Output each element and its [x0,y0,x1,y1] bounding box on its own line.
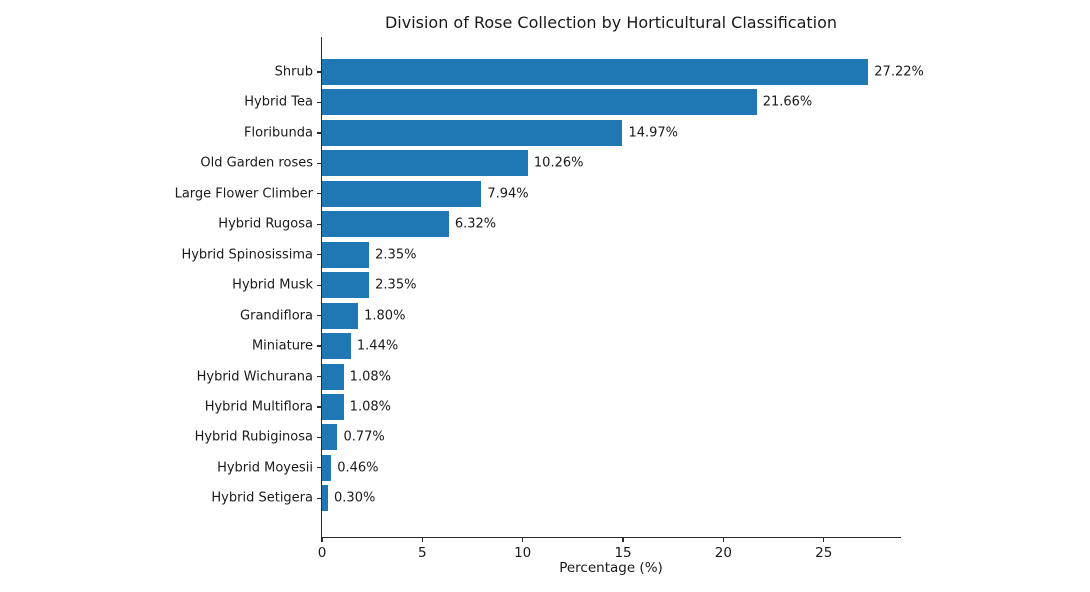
y-tick-label: Hybrid Tea [244,94,313,110]
y-tick-mark [317,406,321,408]
y-tick-mark [317,101,321,104]
x-tick-mark [421,538,423,542]
bar-value-label: 2.35% [375,247,417,263]
x-tick-label: 0 [317,545,327,561]
bar-value-label: 1.44% [356,338,399,354]
bar-value-label: 0.77% [343,429,385,445]
x-tick-label: 25 [815,545,833,561]
x-tick-label: 10 [514,545,532,561]
y-tick-label: Miniature [251,338,313,354]
y-tick-mark [317,467,321,469]
y-tick-label: Old Garden roses [200,155,313,171]
bar-old-garden-roses [322,150,528,177]
y-tick-mark [317,436,321,439]
y-tick-mark [317,193,321,195]
y-tick-label: Hybrid Moyesii [217,460,313,476]
y-tick-mark [317,345,321,347]
y-tick-mark [317,162,321,164]
bar-value-label: 21.66% [762,94,813,110]
y-tick-mark [317,497,321,499]
bar-value-label: 10.26% [533,155,584,171]
x-tick-label: 5 [418,545,427,561]
bar-value-label: 1.08% [349,369,391,384]
bar-hybrid-spinosissima [322,241,370,268]
x-tick-label: 20 [714,545,732,561]
bar-miniature [322,333,351,360]
bar-value-label: 7.94% [487,186,529,202]
bar-value-label: 1.80% [364,308,406,324]
bar-hybrid-rubiginosa [322,424,338,451]
bar-floribunda [322,119,623,146]
y-tick-mark [317,254,321,256]
x-tick-mark [722,538,725,542]
x-axis-line [321,537,901,539]
bar-value-label: 2.35% [375,277,417,293]
bar-value-label: 14.97% [628,125,679,141]
y-tick-mark [317,314,321,317]
chart-title: Division of Rose Collection by Horticult… [384,13,838,32]
y-tick-mark [317,375,321,378]
x-tick-mark [522,538,524,542]
x-tick-mark [622,538,624,542]
y-tick-mark [317,284,321,286]
y-tick-label: Hybrid Spinosissima [181,247,313,263]
bar-hybrid-tea [322,89,757,116]
bar-hybrid-moyesii [322,454,332,481]
bar-value-label: 27.22% [874,64,924,80]
bar-hybrid-multiflora [322,393,344,420]
bar-value-label: 0.46% [337,460,379,476]
bar-value-label: 0.30% [334,490,376,506]
y-tick-label: Hybrid Wichurana [196,369,313,384]
bar-shrub [322,59,869,85]
y-tick-mark [317,223,321,225]
y-tick-label: Grandiflora [240,308,313,324]
bar-value-label: 6.32% [454,216,497,232]
y-tick-label: Hybrid Rugosa [218,216,313,232]
y-tick-label: Large Flower Climber [174,186,313,202]
x-tick-label: 15 [614,545,632,561]
bar-hybrid-musk [322,272,370,299]
x-tick-mark [823,538,825,542]
bar-value-label: 1.08% [349,399,391,415]
x-axis-label: Percentage (%) [559,560,663,576]
y-tick-label: Shrub [274,64,313,80]
y-axis-line [321,37,323,538]
y-tick-label: Hybrid Rubiginosa [194,429,313,445]
bar-large-flower-climber [322,180,482,207]
y-tick-mark [317,71,321,73]
y-tick-mark [317,132,321,134]
bar-hybrid-rugosa [322,211,449,238]
bar-hybrid-setigera [322,485,329,512]
x-tick-mark [321,538,323,542]
bar-hybrid-wichurana [322,363,344,390]
bar-grandiflora [322,302,359,329]
y-tick-label: Hybrid Setigera [211,490,313,506]
y-tick-label: Hybrid Musk [232,277,313,293]
y-tick-label: Hybrid Multiflora [204,399,313,415]
y-tick-label: Floribunda [244,125,313,141]
